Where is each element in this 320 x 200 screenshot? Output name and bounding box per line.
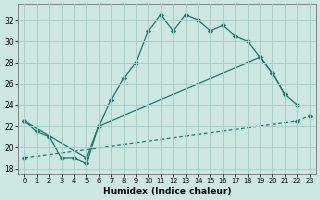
X-axis label: Humidex (Indice chaleur): Humidex (Indice chaleur) bbox=[103, 187, 231, 196]
